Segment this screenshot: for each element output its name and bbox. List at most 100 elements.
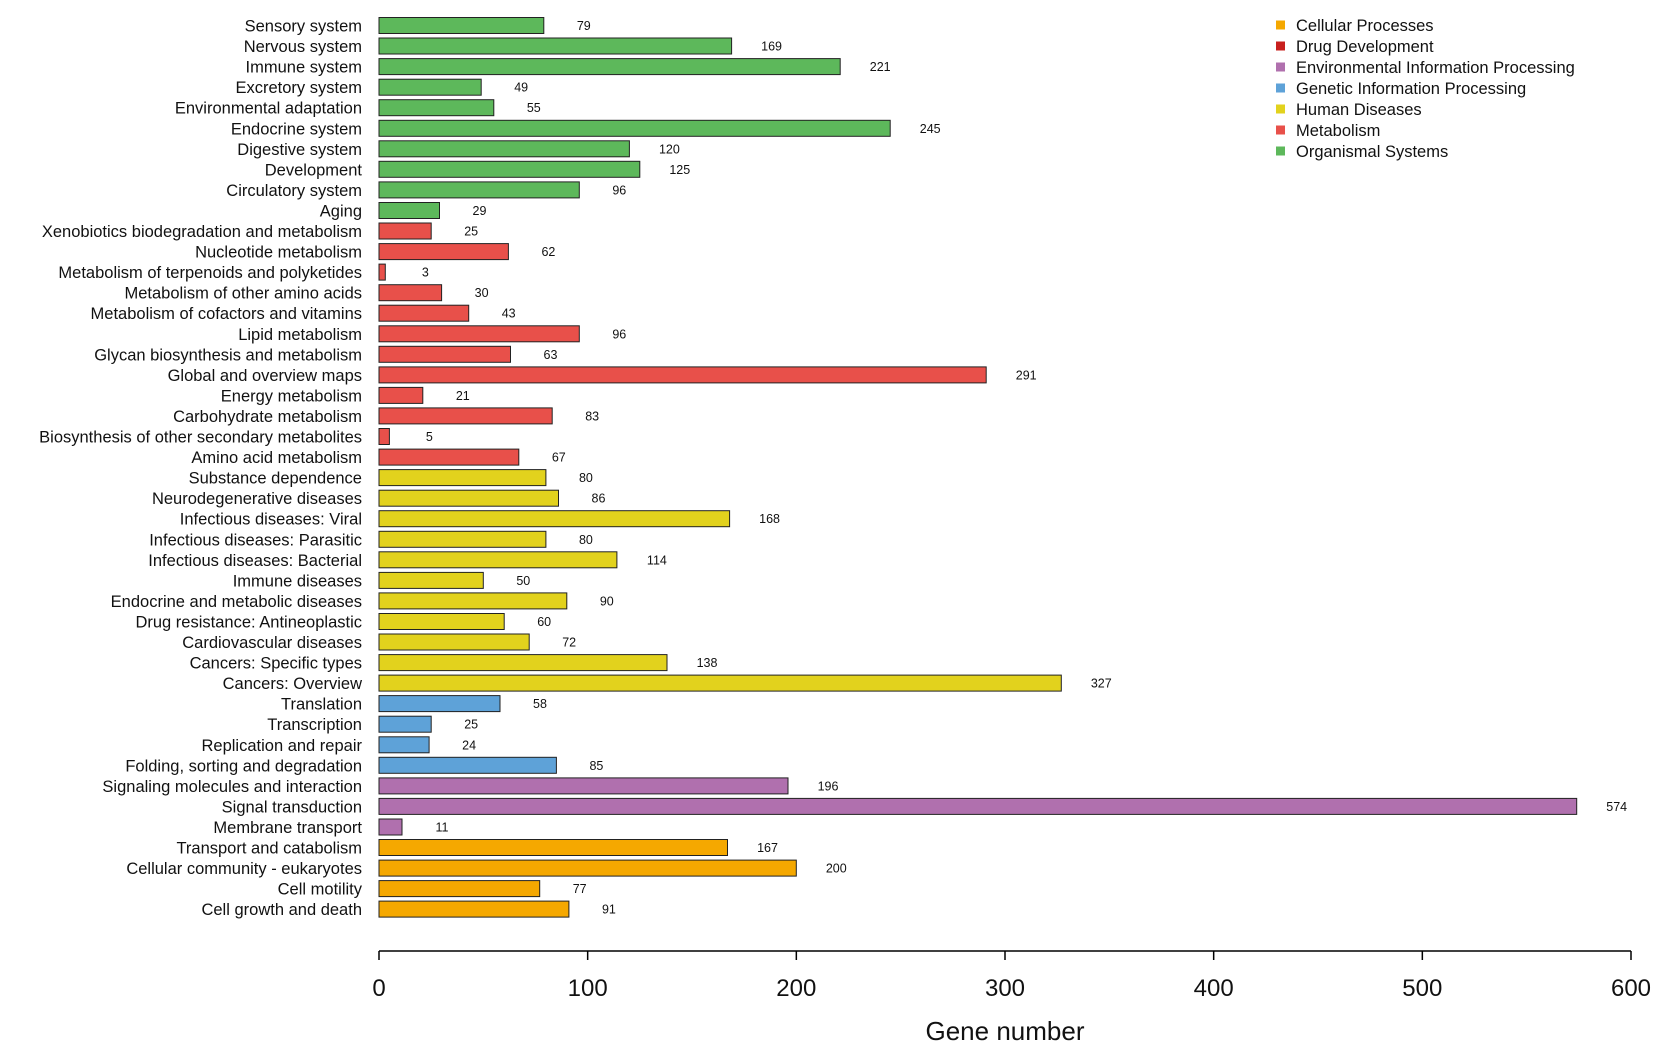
bar-sensory-system (378, 17, 545, 34)
bar-infectious-diseases-bacterial (378, 551, 618, 569)
category-label-cancers-specific-types: Cancers: Specific types (190, 655, 362, 673)
category-label-metabolism-of-terpenoids-and-polyketides: Metabolism of terpenoids and polyketides (58, 264, 362, 282)
category-label-immune-system: Immune system (246, 59, 362, 77)
legend-label-drug-development: Drug Development (1296, 38, 1434, 56)
bar-transcription (378, 715, 432, 733)
category-label-amino-acid-metabolism: Amino acid metabolism (191, 449, 362, 467)
bar-cell-motility (378, 880, 541, 898)
value-label-neurodegenerative-diseases: 86 (592, 492, 606, 506)
bar-signaling-molecules-and-interaction (378, 777, 789, 795)
value-label-cancers-specific-types: 138 (697, 656, 718, 670)
category-label-folding-sorting-and-degradation: Folding, sorting and degradation (125, 757, 362, 775)
bar-immune-diseases (378, 571, 484, 589)
value-label-xenobiotics-biodegradation-and-metabolism: 25 (464, 225, 478, 239)
category-label-metabolism-of-cofactors-and-vitamins: Metabolism of cofactors and vitamins (91, 305, 362, 323)
value-label-cellular-community-eukaryotes: 200 (826, 862, 847, 876)
value-labels: 7916922149552451201259629256233043966329… (422, 19, 1627, 917)
bars (378, 17, 1578, 918)
bar-metabolism-of-other-amino-acids (378, 284, 443, 302)
x-axis-title: Gene number (926, 1016, 1085, 1046)
legend-swatch-environmental-information-processing (1276, 62, 1285, 72)
value-label-signal-transduction: 574 (1606, 800, 1627, 814)
category-label-immune-diseases: Immune diseases (233, 572, 362, 590)
category-label-aging: Aging (320, 203, 362, 221)
value-label-translation: 58 (533, 697, 547, 711)
category-label-endocrine-and-metabolic-diseases: Endocrine and metabolic diseases (111, 593, 362, 611)
category-label-substance-dependence: Substance dependence (189, 470, 362, 488)
legend-swatch-drug-development (1276, 41, 1285, 51)
value-label-endocrine-and-metabolic-diseases: 90 (600, 594, 614, 608)
value-label-energy-metabolism: 21 (456, 389, 470, 403)
bar-xenobiotics-biodegradation-and-metabolism (378, 222, 432, 240)
value-label-global-and-overview-maps: 291 (1016, 368, 1037, 382)
value-label-folding-sorting-and-degradation: 85 (589, 759, 603, 773)
bar-transport-and-catabolism (378, 839, 728, 856)
value-label-membrane-transport: 11 (436, 821, 449, 835)
category-label-biosynthesis-of-other-secondary-metabolites: Biosynthesis of other secondary metaboli… (39, 429, 362, 447)
category-label-infectious-diseases-viral: Infectious diseases: Viral (180, 511, 362, 529)
legend-swatch-human-diseases (1276, 104, 1285, 114)
bar-membrane-transport (378, 818, 403, 836)
legend-swatch-genetic-information-processing (1276, 83, 1285, 93)
category-label-signaling-molecules-and-interaction: Signaling molecules and interaction (102, 778, 362, 796)
bar-cellular-community-eukaryotes (378, 859, 797, 877)
category-label-lipid-metabolism: Lipid metabolism (238, 326, 362, 344)
category-label-glycan-biosynthesis-and-metabolism: Glycan biosynthesis and metabolism (94, 346, 362, 364)
bar-environmental-adaptation (378, 99, 495, 117)
bar-circulatory-system (378, 181, 580, 199)
bar-neurodegenerative-diseases (378, 489, 559, 507)
value-label-immune-diseases: 50 (516, 574, 530, 588)
bar-metabolism-of-terpenoids-and-polyketides (378, 263, 386, 281)
value-label-infectious-diseases-viral: 168 (759, 512, 780, 526)
category-label-cellular-community-eukaryotes: Cellular community - eukaryotes (126, 860, 362, 878)
value-label-glycan-biosynthesis-and-metabolism: 63 (544, 348, 558, 362)
bar-amino-acid-metabolism (378, 448, 520, 466)
value-label-biosynthesis-of-other-secondary-metabolites: 5 (426, 430, 433, 444)
category-label-replication-and-repair: Replication and repair (201, 737, 362, 755)
value-label-development: 125 (669, 163, 690, 177)
category-label-transport-and-catabolism: Transport and catabolism (176, 840, 362, 858)
bar-drug-resistance-antineoplastic (378, 613, 505, 630)
category-label-translation: Translation (281, 696, 362, 714)
value-label-immune-system: 221 (870, 60, 891, 74)
value-label-cancers-overview: 327 (1091, 677, 1112, 691)
value-label-carbohydrate-metabolism: 83 (585, 409, 599, 423)
bar-signal-transduction (378, 797, 1578, 815)
bar-aging (378, 202, 440, 219)
category-label-infectious-diseases-bacterial: Infectious diseases: Bacterial (148, 552, 362, 570)
value-label-environmental-adaptation: 55 (527, 101, 541, 115)
category-label-carbohydrate-metabolism: Carbohydrate metabolism (173, 408, 362, 426)
value-label-aging: 29 (473, 204, 487, 218)
bar-replication-and-repair (378, 736, 430, 754)
bar-carbohydrate-metabolism (378, 407, 553, 425)
legend-label-cellular-processes: Cellular Processes (1296, 17, 1434, 35)
value-label-amino-acid-metabolism: 67 (552, 451, 566, 465)
value-label-nucleotide-metabolism: 62 (541, 245, 555, 259)
bar-endocrine-system (378, 119, 891, 137)
bar-immune-system (378, 58, 841, 76)
category-label-nervous-system: Nervous system (244, 38, 362, 56)
category-label-global-and-overview-maps: Global and overview maps (168, 367, 362, 385)
bar-translation (378, 695, 501, 713)
bar-substance-dependence (378, 469, 547, 487)
legend-label-genetic-information-processing: Genetic Information Processing (1296, 80, 1526, 98)
category-labels: Sensory system Nervous system Immune syste… (39, 18, 363, 920)
bar-metabolism-of-cofactors-and-vitamins (378, 304, 470, 322)
category-label-neurodegenerative-diseases: Neurodegenerative diseases (152, 490, 362, 508)
bar-infectious-diseases-parasitic (378, 530, 547, 548)
bar-nucleotide-metabolism (378, 243, 509, 261)
value-label-cell-motility: 77 (573, 882, 587, 896)
category-label-endocrine-system: Endocrine system (231, 120, 362, 138)
value-label-substance-dependence: 80 (579, 471, 593, 485)
value-label-signaling-molecules-and-interaction: 196 (818, 779, 839, 793)
x-tick-label-300: 300 (985, 975, 1025, 1002)
value-label-metabolism-of-terpenoids-and-polyketides: 3 (422, 266, 429, 280)
bar-cancers-overview (378, 674, 1062, 692)
value-label-nervous-system: 169 (761, 40, 782, 54)
category-label-excretory-system: Excretory system (235, 79, 362, 97)
bar-digestive-system (378, 140, 630, 158)
bar-energy-metabolism (378, 386, 424, 404)
category-label-nucleotide-metabolism: Nucleotide metabolism (195, 244, 362, 262)
bar-endocrine-and-metabolic-diseases (378, 592, 568, 610)
